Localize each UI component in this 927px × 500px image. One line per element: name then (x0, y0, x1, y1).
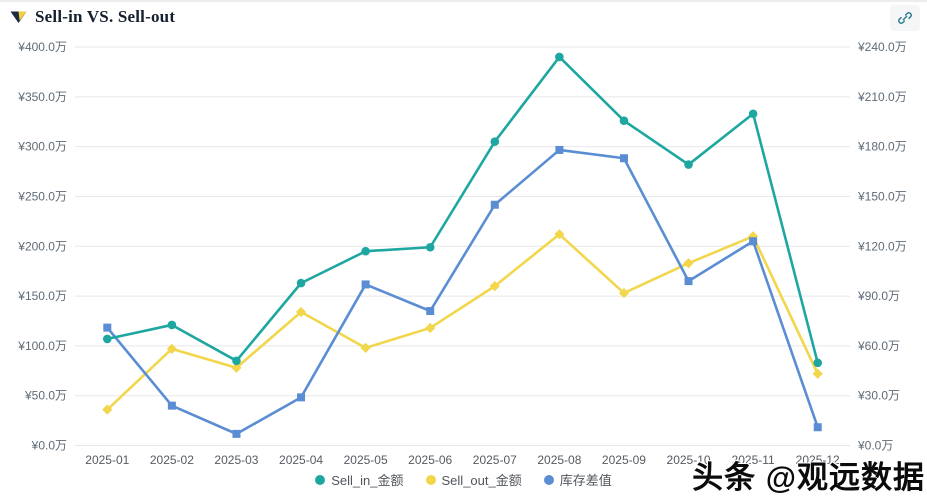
right-axis-tick: ¥90.0万 (857, 289, 900, 303)
right-axis-tick: ¥180.0万 (857, 140, 907, 154)
data-point-Sell_in_金额[interactable] (425, 242, 435, 252)
share-link-button[interactable] (890, 5, 920, 31)
left-axis-tick: ¥50.0万 (24, 389, 67, 403)
legend-item-inventory-diff[interactable]: 库存差值 (543, 470, 612, 489)
data-point-Sell_in_金额[interactable] (684, 160, 693, 169)
chart-title: Sell-in VS. Sell-out (35, 7, 176, 26)
data-point-库存差值[interactable] (684, 277, 693, 286)
right-axis-tick: ¥150.0万 (857, 189, 907, 203)
data-point-Sell_in_金额[interactable] (555, 52, 564, 62)
toutiao-watermark: 头条 @观远数据 (692, 460, 925, 495)
legend-label: Sell_out_金额 (441, 473, 522, 488)
x-axis-tick: 2025-12 (796, 453, 840, 467)
chart-legend: Sell_in_金额 Sell_out_金额 库存差值 (0, 470, 927, 489)
legend-marker-sell-in (315, 474, 326, 485)
x-axis-tick: 2025-08 (537, 453, 581, 467)
left-axis-tick: ¥400.0万 (17, 40, 67, 54)
data-point-Sell_out_金额[interactable] (618, 287, 630, 299)
x-axis-tick: 2025-10 (667, 453, 711, 467)
data-point-Sell_out_金额[interactable] (295, 306, 307, 318)
left-axis-tick: ¥300.0万 (17, 140, 67, 154)
data-point-Sell_out_金额[interactable] (360, 342, 371, 353)
data-point-库存差值[interactable] (426, 307, 435, 316)
right-axis-tick: ¥0.0万 (857, 439, 893, 453)
legend-marker-sell-out (425, 474, 436, 485)
data-point-Sell_out_金额[interactable] (812, 368, 823, 379)
brand-triangle-icon (10, 11, 27, 23)
data-point-库存差值[interactable] (103, 323, 112, 332)
data-point-库存差值[interactable] (749, 237, 758, 246)
data-point-Sell_out_金额[interactable] (683, 258, 694, 269)
legend-label: 库存差值 (559, 473, 612, 488)
data-point-库存差值[interactable] (361, 280, 370, 289)
data-point-库存差值[interactable] (167, 401, 176, 410)
legend-marker-inventory-diff (543, 474, 554, 485)
x-axis-tick: 2025-04 (279, 453, 323, 467)
data-point-Sell_in_金额[interactable] (619, 116, 629, 126)
series-line-库存差值 (105, 148, 820, 436)
data-point-库存差值[interactable] (813, 423, 822, 432)
series-line-Sell_out_金额 (105, 232, 820, 411)
x-axis-tick: 2025-01 (85, 453, 129, 467)
chain-link-icon (898, 12, 912, 24)
right-axis-tick: ¥60.0万 (857, 339, 900, 353)
left-axis-tick: ¥350.0万 (17, 90, 67, 104)
left-axis-tick: ¥250.0万 (17, 189, 67, 203)
x-axis-tick: 2025-06 (408, 453, 452, 467)
left-axis-tick: ¥0.0万 (31, 439, 67, 453)
data-point-库存差值[interactable] (490, 200, 499, 209)
right-axis-tick: ¥30.0万 (857, 389, 900, 403)
data-point-库存差值[interactable] (232, 429, 241, 438)
data-point-Sell_in_金额[interactable] (748, 109, 758, 119)
left-axis-tick: ¥100.0万 (17, 339, 67, 353)
data-point-Sell_in_金额[interactable] (102, 334, 112, 344)
data-point-Sell_in_金额[interactable] (167, 320, 177, 330)
x-axis-tick: 2025-07 (473, 453, 517, 467)
x-axis-tick: 2025-09 (602, 453, 646, 467)
data-point-Sell_out_金额[interactable] (489, 281, 500, 292)
x-axis-tick: 2025-03 (214, 453, 258, 467)
left-axis-tick: ¥200.0万 (17, 239, 67, 253)
data-point-Sell_out_金额[interactable] (166, 343, 177, 354)
data-point-库存差值[interactable] (297, 393, 306, 402)
data-point-库存差值[interactable] (555, 145, 564, 154)
data-point-Sell_in_金额[interactable] (813, 358, 823, 368)
data-point-Sell_in_金额[interactable] (490, 137, 500, 146)
right-axis-tick: ¥120.0万 (857, 239, 907, 253)
legend-item-sell-out[interactable]: Sell_out_金额 (425, 470, 522, 489)
x-axis-tick: 2025-02 (150, 453, 194, 467)
data-point-Sell_in_金额[interactable] (296, 278, 306, 288)
x-axis-tick: 2025-05 (344, 453, 388, 467)
series-line-Sell_in_金额 (105, 55, 820, 365)
legend-label: Sell_in_金额 (331, 473, 404, 488)
data-point-Sell_in_金额[interactable] (361, 246, 370, 256)
data-point-Sell_in_金额[interactable] (232, 356, 241, 366)
x-axis-tick: 2025-11 (732, 453, 775, 467)
data-point-库存差值[interactable] (619, 154, 628, 163)
right-axis-tick: ¥240.0万 (857, 40, 907, 54)
right-axis-tick: ¥210.0万 (857, 90, 907, 104)
left-axis-tick: ¥150.0万 (17, 289, 67, 303)
card-header: Sell-in VS. Sell-out (10, 7, 175, 27)
line-chart: ¥400.0万 ¥240.0万 ¥350.0万 ¥210.0万 ¥300.0万 ¥180.… (17, 40, 907, 467)
legend-item-sell-in[interactable]: Sell_in_金额 (315, 470, 404, 489)
data-point-Sell_out_金额[interactable] (425, 322, 436, 334)
